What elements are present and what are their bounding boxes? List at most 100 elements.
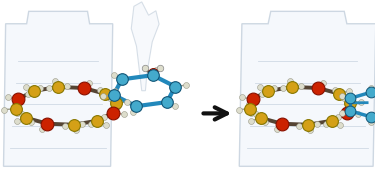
- Point: [355, 113, 361, 116]
- Point: [253, 112, 259, 115]
- Point: [320, 81, 326, 84]
- Point: [97, 88, 103, 91]
- Point: [45, 122, 51, 125]
- Point: [368, 120, 374, 123]
- Point: [102, 92, 108, 95]
- Point: [344, 111, 350, 114]
- Point: [348, 106, 354, 109]
- Point: [111, 74, 117, 77]
- Point: [259, 93, 265, 96]
- Point: [153, 68, 159, 71]
- Point: [80, 122, 86, 125]
- Point: [298, 84, 304, 88]
- Point: [337, 123, 343, 126]
- Point: [13, 107, 19, 110]
- Point: [236, 108, 242, 111]
- Point: [347, 97, 353, 100]
- Point: [323, 122, 329, 125]
- Point: [63, 84, 69, 88]
- Point: [329, 119, 335, 122]
- Point: [94, 119, 100, 122]
- Point: [246, 103, 252, 106]
- Point: [339, 112, 345, 115]
- Point: [358, 101, 364, 104]
- Point: [130, 110, 136, 113]
- Point: [39, 127, 45, 130]
- Point: [81, 86, 87, 89]
- Point: [100, 116, 106, 119]
- Point: [13, 119, 20, 122]
- Point: [339, 94, 345, 98]
- Point: [13, 112, 20, 115]
- Point: [305, 123, 311, 126]
- Point: [73, 129, 79, 132]
- Point: [150, 71, 156, 74]
- Point: [15, 98, 21, 101]
- Point: [2, 108, 8, 111]
- Point: [280, 86, 286, 89]
- Point: [250, 98, 256, 101]
- Point: [347, 101, 353, 104]
- Point: [100, 95, 106, 98]
- Point: [88, 122, 94, 125]
- Point: [315, 86, 321, 89]
- Point: [119, 78, 125, 81]
- Point: [4, 96, 10, 99]
- Point: [248, 112, 254, 115]
- Point: [19, 112, 25, 115]
- Point: [25, 93, 31, 96]
- Point: [86, 81, 92, 84]
- Point: [289, 85, 295, 88]
- Point: [368, 115, 374, 118]
- Point: [112, 97, 118, 100]
- Point: [106, 96, 112, 99]
- Point: [23, 116, 29, 119]
- Point: [247, 107, 253, 110]
- Point: [347, 109, 353, 112]
- Point: [28, 120, 34, 123]
- Point: [307, 129, 313, 132]
- Point: [53, 80, 58, 83]
- Point: [271, 86, 277, 89]
- Point: [46, 86, 52, 89]
- Point: [262, 120, 268, 123]
- Point: [296, 124, 302, 127]
- Point: [248, 119, 254, 122]
- Point: [368, 86, 374, 89]
- Point: [346, 89, 352, 92]
- Point: [150, 74, 156, 77]
- Point: [157, 67, 163, 70]
- Point: [258, 116, 264, 119]
- Polygon shape: [3, 11, 113, 166]
- Point: [22, 86, 28, 89]
- Point: [12, 103, 18, 106]
- Point: [121, 113, 127, 116]
- Point: [335, 116, 341, 119]
- Point: [70, 123, 76, 126]
- Polygon shape: [239, 11, 375, 166]
- Point: [368, 91, 374, 94]
- Point: [103, 123, 109, 126]
- Point: [31, 89, 37, 92]
- Point: [172, 105, 178, 108]
- Point: [183, 84, 189, 87]
- Point: [239, 96, 245, 99]
- Point: [55, 85, 61, 88]
- Point: [336, 92, 342, 95]
- Point: [164, 101, 170, 104]
- Point: [112, 101, 118, 104]
- Point: [124, 101, 130, 104]
- Point: [62, 124, 68, 127]
- Point: [111, 93, 117, 96]
- Point: [110, 111, 116, 114]
- Point: [133, 105, 139, 108]
- Point: [257, 86, 263, 89]
- Point: [112, 89, 118, 92]
- Point: [346, 97, 352, 100]
- Point: [279, 122, 285, 125]
- Point: [274, 127, 280, 130]
- Point: [332, 88, 338, 91]
- Point: [114, 106, 120, 109]
- Point: [37, 86, 43, 89]
- Point: [265, 89, 271, 92]
